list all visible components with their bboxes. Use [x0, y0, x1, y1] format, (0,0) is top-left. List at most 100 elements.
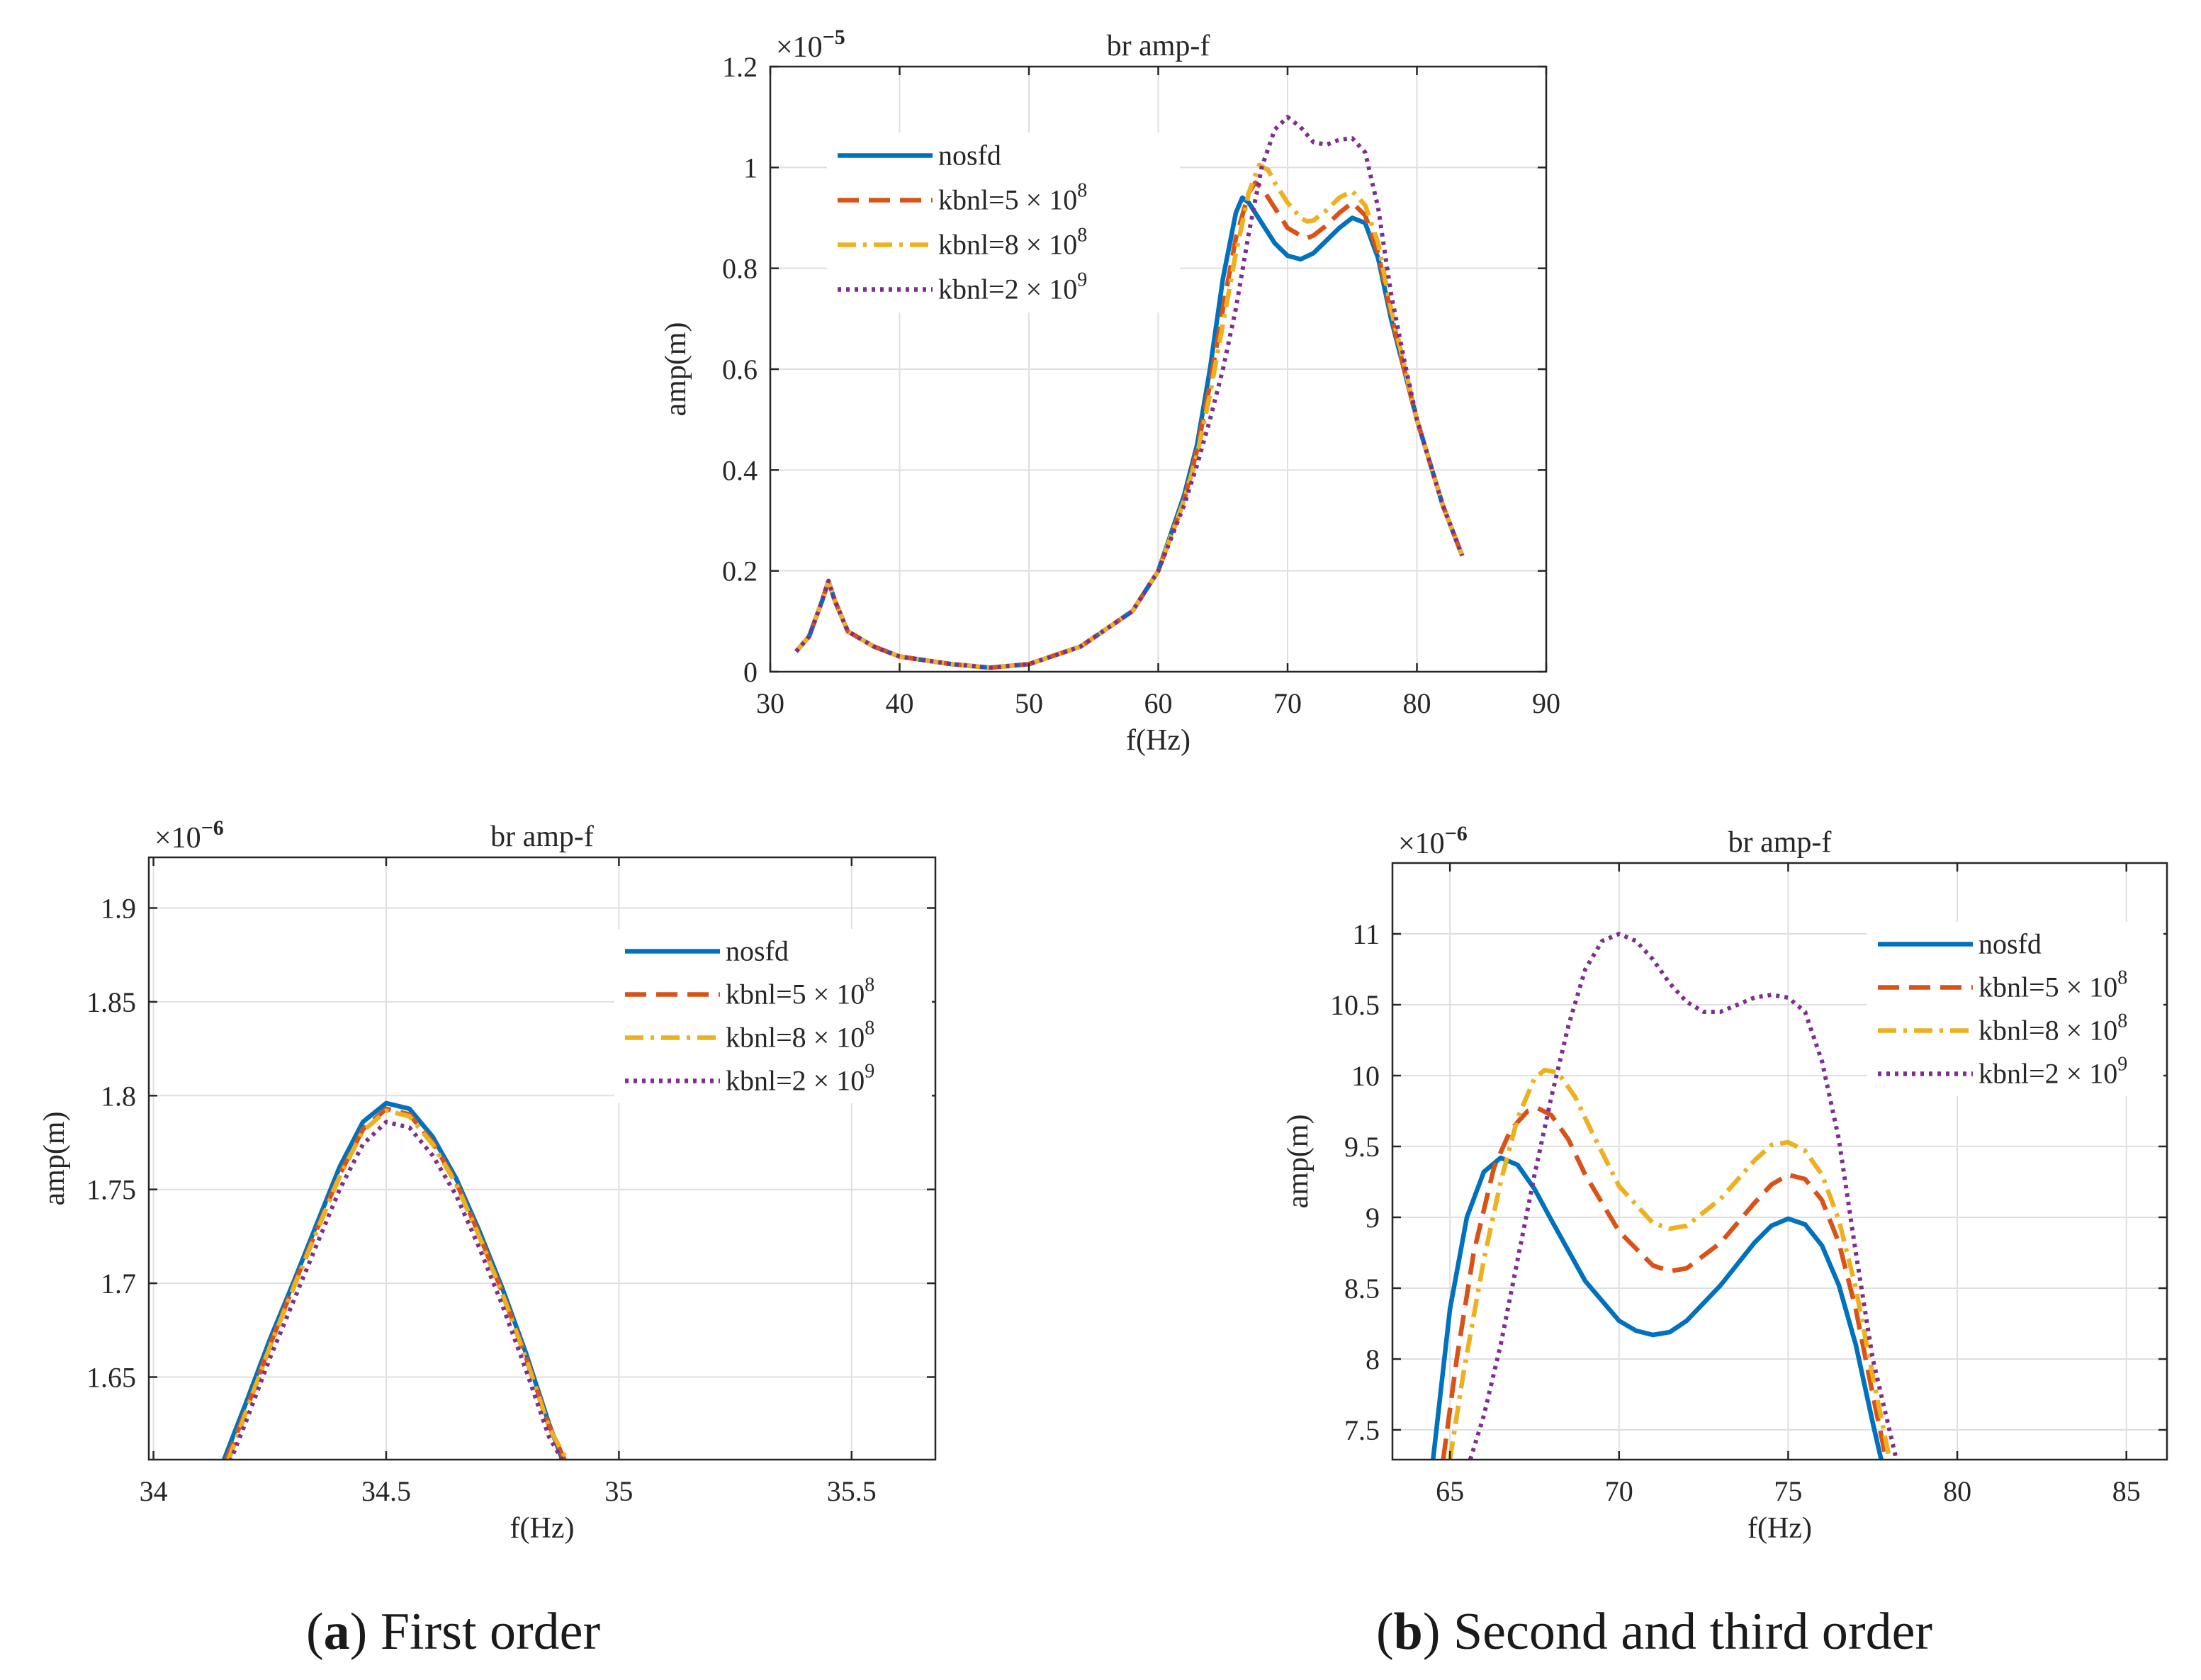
x-tick-label: 80 [1943, 1475, 1971, 1507]
y-tick-label: 1 [743, 152, 758, 184]
y-tick-label: 1.9 [101, 892, 136, 924]
y-multiplier: ×10−5 [776, 26, 845, 64]
legend-label-2: kbnl=8 × 108 [938, 225, 1087, 261]
y-tick-label: 9 [1366, 1202, 1380, 1234]
legend-label-text: kbnl=8 × 10 [938, 229, 1077, 261]
y-tick-label: 7.5 [1344, 1414, 1380, 1446]
legend-label-exponent: 8 [1077, 180, 1087, 202]
axes-box [147, 856, 937, 1461]
legend-label-text: kbnl=5 × 10 [726, 979, 865, 1010]
y-multiplier-base: ×10 [776, 31, 823, 64]
legend-label-3: kbnl=2 × 109 [938, 269, 1087, 305]
plot-b-second-third-order: 65 70 75 80 85 7.5 8 8.5 9 9.5 10 10.5 11 br amp-f ×10… [1282, 822, 2168, 1545]
x-axis-label: f(Hz) [1126, 724, 1190, 757]
series-line-3 [1468, 932, 1899, 1460]
y-multiplier: ×10−6 [154, 816, 224, 855]
chart-title: br amp-f [1107, 30, 1210, 62]
series-line-2 [1447, 1067, 1892, 1460]
chart-title: br amp-f [490, 821, 594, 853]
x-axis-label: f(Hz) [510, 1512, 575, 1545]
axes-box [1391, 862, 2168, 1461]
y-axis-label: amp(m) [660, 322, 692, 417]
legend-label-2: kbnl=8 × 108 [726, 1017, 874, 1054]
caption-a-letter: a [324, 1603, 350, 1661]
legend-label-3: kbnl=2 × 109 [726, 1061, 874, 1097]
x-tick-label: 40 [886, 687, 914, 719]
legend-label-3: kbnl=2 × 109 [1978, 1054, 2127, 1090]
legend-label-text: nosfd [938, 140, 1001, 171]
y-multiplier-exponent: −5 [823, 26, 845, 49]
legend-label-0: nosfd [726, 935, 789, 967]
y-tick-label: 11 [1352, 918, 1380, 950]
caption-b: (b) Second and third order [1376, 1603, 1932, 1661]
legend-label-text: nosfd [1978, 928, 2042, 960]
x-tick-label: 34.5 [361, 1475, 411, 1507]
legend-label-text: kbnl=8 × 10 [1978, 1015, 2117, 1047]
x-tick-label: 80 [1403, 687, 1431, 719]
series-line-1 [1441, 1105, 1888, 1460]
x-tick-label: 85 [2112, 1475, 2141, 1507]
top-plot: 30 40 50 60 70 80 90 0 0.2 0.4 0.6 0.8 1 1.2 br amp-f ×… [660, 26, 1560, 757]
y-multiplier-base: ×10 [154, 822, 201, 855]
legend-label-text: kbnl=8 × 10 [726, 1022, 865, 1054]
y-tick-label: 10 [1351, 1060, 1380, 1092]
legend-label-text: kbnl=2 × 10 [938, 274, 1077, 305]
series-line-0 [1431, 1155, 1884, 1460]
legend-label-exponent: 9 [2117, 1054, 2127, 1076]
series-line-3 [794, 115, 1465, 670]
x-tick-label: 70 [1605, 1475, 1633, 1507]
y-axis-label: amp(m) [1282, 1115, 1315, 1209]
y-tick-label: 1.7 [101, 1268, 136, 1300]
y-multiplier-base: ×10 [1398, 828, 1445, 860]
y-multiplier-exponent: −6 [201, 816, 224, 840]
caption-a: (a) First order [306, 1603, 600, 1661]
y-axis-label: amp(m) [38, 1112, 71, 1206]
legend-label-exponent: 8 [2117, 1010, 2127, 1032]
x-tick-label: 30 [756, 687, 784, 719]
legend-label-exponent: 9 [865, 1061, 874, 1083]
legend-label-1: kbnl=5 × 108 [726, 974, 874, 1010]
series-line-2 [226, 1108, 570, 1460]
y-tick-label: 1.8 [101, 1080, 136, 1112]
caption-a-text: First order [367, 1603, 600, 1661]
y-tick-label: 1.65 [86, 1361, 136, 1393]
y-tick-label: 0.2 [722, 556, 758, 587]
plot-a-first-order: 34 34.5 35 35.5 1.65 1.7 1.75 1.8 1.85 1.9 br amp-… [38, 816, 937, 1545]
legend-label-exponent: 8 [865, 974, 874, 996]
legend-label-text: kbnl=5 × 10 [1978, 971, 2117, 1003]
x-tick-label: 90 [1532, 687, 1560, 719]
legend-label-exponent: 9 [1077, 269, 1087, 291]
y-tick-label: 1.2 [722, 51, 758, 83]
y-tick-label: 0.8 [722, 253, 758, 285]
legend-label-exponent: 8 [865, 1017, 874, 1039]
x-tick-label: 34 [140, 1475, 168, 1507]
legend-box [827, 133, 1180, 312]
legend-box [614, 929, 932, 1103]
y-tick-label: 0.4 [722, 454, 758, 486]
x-tick-label: 35.5 [827, 1475, 877, 1507]
x-tick-label: 65 [1436, 1475, 1464, 1507]
y-tick-label: 1.85 [86, 986, 136, 1018]
y-multiplier-exponent: −6 [1445, 822, 1468, 845]
y-tick-label: 10.5 [1330, 989, 1380, 1021]
y-tick-label: 1.75 [86, 1174, 136, 1206]
y-tick-label: 8.5 [1344, 1273, 1380, 1304]
x-tick-label: 70 [1273, 687, 1302, 719]
legend-label-1: kbnl=5 × 108 [1978, 967, 2127, 1003]
caption-b-letter: b [1394, 1603, 1423, 1661]
y-multiplier: ×10−6 [1398, 822, 1468, 860]
x-tick-label: 50 [1015, 687, 1043, 719]
legend-label-exponent: 8 [2117, 967, 2127, 989]
legend-label-text: kbnl=2 × 10 [1978, 1058, 2117, 1090]
legend-label-1: kbnl=5 × 108 [938, 180, 1087, 216]
x-axis-label: f(Hz) [1747, 1512, 1812, 1545]
legend-label-text: nosfd [726, 935, 789, 967]
y-tick-label: 0 [743, 656, 758, 688]
caption-b-text: Second and third order [1440, 1603, 1932, 1661]
legend-label-exponent: 8 [1077, 225, 1087, 247]
legend-label-2: kbnl=8 × 108 [1978, 1010, 2127, 1047]
